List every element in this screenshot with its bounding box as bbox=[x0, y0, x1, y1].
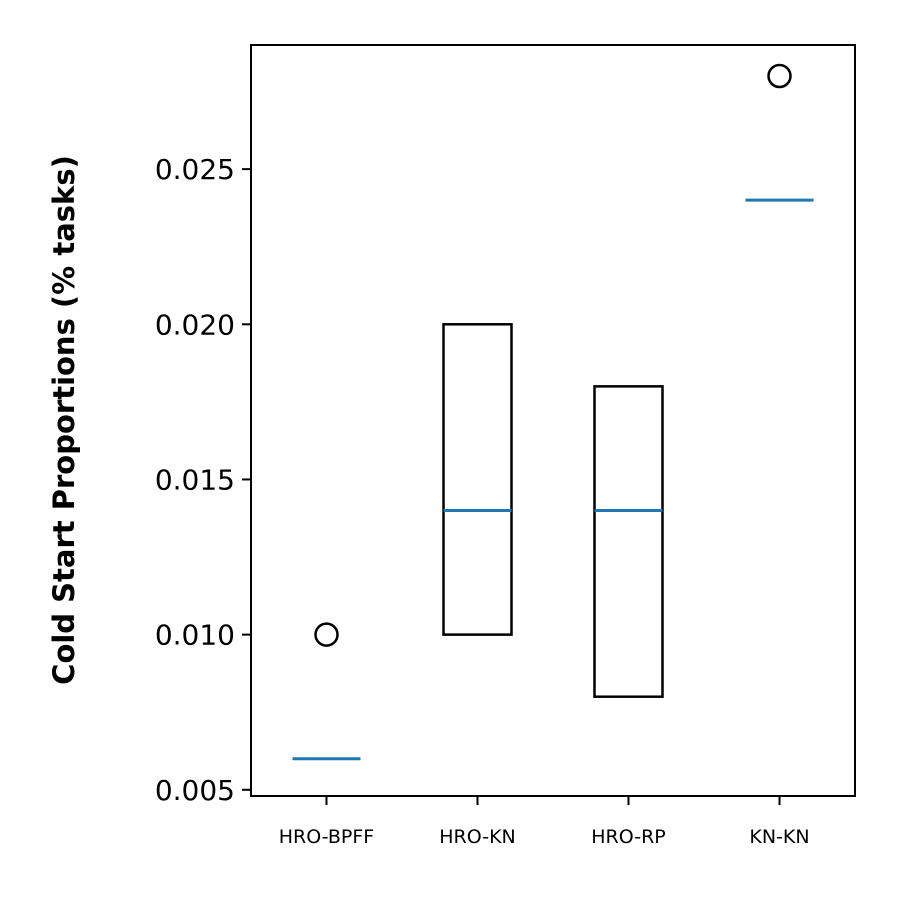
y-tick-label: 0.020 bbox=[155, 308, 235, 341]
box-group-kn-kn bbox=[745, 63, 814, 202]
box-iqr bbox=[593, 385, 664, 698]
y-tick-label: 0.015 bbox=[155, 463, 235, 496]
box-iqr bbox=[442, 323, 513, 636]
plot-frame bbox=[250, 44, 856, 797]
x-tick-label: KN-KN bbox=[749, 826, 809, 848]
y-axis-label: Cold Start Proportions (% tasks) bbox=[47, 155, 81, 685]
x-tick-label: HRO-KN bbox=[439, 826, 516, 848]
outlier-point bbox=[767, 63, 792, 89]
x-tick-label: HRO-BPFF bbox=[279, 826, 375, 848]
y-axis-ticks: 0.005 0.010 0.015 0.020 0.025 bbox=[155, 153, 251, 807]
x-axis-ticks: HRO-BPFF HRO-KN HRO-RP KN-KN bbox=[279, 796, 810, 848]
plot-area bbox=[250, 44, 856, 797]
box-group-hro-bpff bbox=[292, 622, 361, 761]
outlier-point bbox=[314, 622, 339, 647]
y-tick-label: 0.005 bbox=[155, 774, 235, 807]
y-tick-label: 0.025 bbox=[155, 153, 235, 186]
y-tick-label: 0.010 bbox=[155, 619, 235, 652]
box-group-hro-rp bbox=[593, 385, 664, 698]
box-group-hro-kn bbox=[442, 323, 513, 636]
x-tick-label: HRO-RP bbox=[591, 826, 666, 848]
